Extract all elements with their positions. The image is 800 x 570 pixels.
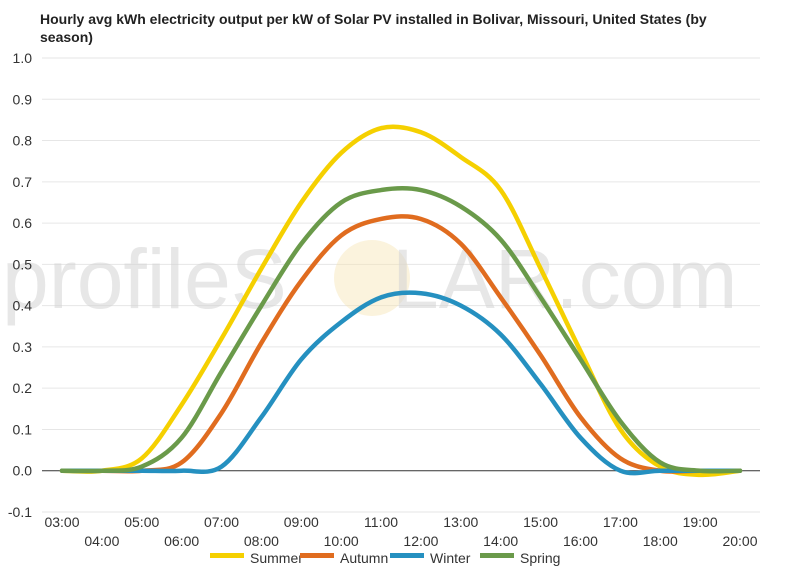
x-tick-label: 13:00 [443, 514, 478, 530]
series-line-winter [59, 290, 743, 476]
y-tick-label: 0.2 [13, 380, 33, 396]
chart-title-line-2: season) [40, 29, 93, 45]
y-tick-label: 0.6 [13, 215, 33, 231]
watermark: profileS LAR.com [2, 232, 737, 326]
x-tick-label: 12:00 [403, 533, 438, 549]
series-line-autumn [59, 214, 743, 474]
y-tick-label: 0.7 [13, 174, 33, 190]
watermark-sun-icon [334, 240, 410, 316]
series-line-spring [59, 186, 743, 474]
legend-swatch-winter [390, 553, 424, 558]
legend-label-summer: Summer [250, 550, 303, 566]
series-line-summer [59, 124, 743, 478]
x-tick-label: 19:00 [683, 514, 718, 530]
watermark-text-left: profileS [2, 232, 287, 326]
x-tick-label: 05:00 [124, 514, 159, 530]
series-lines [59, 124, 743, 478]
x-tick-label: 11:00 [364, 514, 398, 530]
x-tick-label: 08:00 [244, 533, 279, 549]
x-tick-label: 14:00 [483, 533, 518, 549]
y-tick-label: 0.5 [13, 256, 33, 272]
legend: Summer Autumn Winter Spring [210, 550, 560, 566]
y-tick-label: 1.0 [13, 50, 33, 66]
x-tick-label: 18:00 [643, 533, 678, 549]
y-tick-label: 0.4 [13, 298, 33, 314]
y-tick-label: 0.9 [13, 91, 33, 107]
legend-label-spring: Spring [520, 550, 560, 566]
legend-swatch-autumn [300, 553, 334, 558]
x-tick-label: 17:00 [603, 514, 638, 530]
y-tick-label: -0.1 [8, 504, 32, 520]
x-tick-label: 07:00 [204, 514, 239, 530]
x-tick-label: 04:00 [84, 533, 119, 549]
x-axis-ticks: 03:00 04:00 05:00 06:00 07:00 08:00 09:00 10:00… [44, 514, 757, 549]
x-tick-label: 09:00 [284, 514, 319, 530]
y-tick-label: 0.8 [13, 133, 33, 149]
x-tick-label: 06:00 [164, 533, 199, 549]
y-tick-label: 0.0 [13, 463, 33, 479]
x-tick-label: 03:00 [44, 514, 79, 530]
legend-swatch-summer [210, 553, 244, 558]
x-tick-label: 10:00 [324, 533, 359, 549]
x-tick-label: 16:00 [563, 533, 598, 549]
chart-title-line-1: Hourly avg kWh electricity output per kW… [40, 11, 707, 27]
x-tick-label: 15:00 [523, 514, 558, 530]
legend-label-winter: Winter [430, 550, 471, 566]
y-tick-label: 0.3 [13, 339, 33, 355]
legend-swatch-spring [480, 553, 514, 558]
y-tick-label: 0.1 [13, 421, 33, 437]
watermark-text-right: LAR.com [392, 232, 737, 326]
y-axis-ticks: 1.0 0.9 0.8 0.7 0.6 0.5 0.4 0.3 0.2 0.1 0.0 -0.1 [8, 50, 32, 520]
legend-label-autumn: Autumn [340, 550, 388, 566]
x-tick-label: 20:00 [722, 533, 757, 549]
